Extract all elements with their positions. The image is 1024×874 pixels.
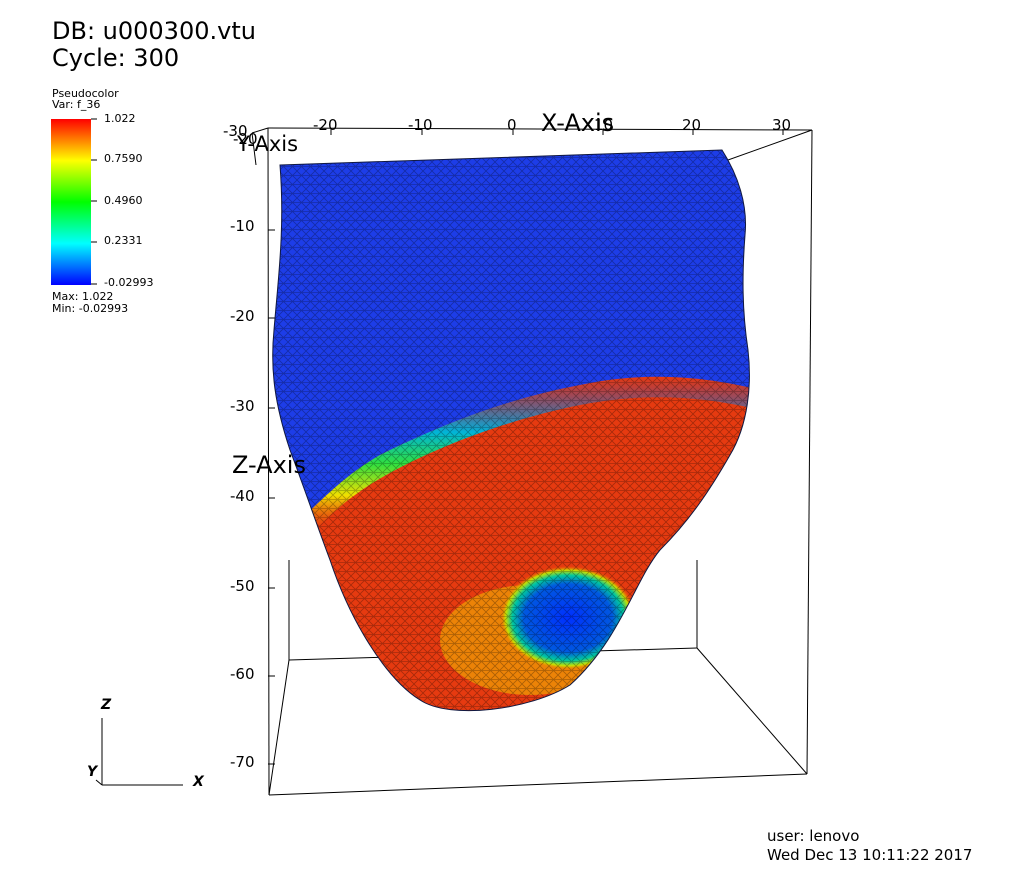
triad-x-label: X [193, 774, 204, 790]
z-tick-label: -10 [230, 217, 255, 235]
x-tick-label: 30 [772, 116, 792, 134]
legend-tick-label: -0.02993 [104, 276, 154, 289]
triad-z-label: Z [101, 697, 112, 713]
axis-triad [95, 718, 183, 786]
x-tick-label: -30 [223, 122, 248, 140]
z-tick-label: -40 [230, 487, 255, 505]
x-tick-label: 10 [594, 116, 614, 134]
x-tick-label: -10 [408, 116, 433, 134]
legend-variable: Var: f_36 [52, 98, 101, 111]
legend-min: Min: -0.02993 [52, 302, 129, 315]
legend-ticks [91, 118, 97, 285]
x-tick-label: 20 [682, 116, 702, 134]
tick-marks [268, 129, 784, 765]
y-axis-title: Y-Axis [237, 132, 299, 156]
z-tick-label: -30 [230, 397, 255, 415]
z-tick-label: -60 [230, 665, 255, 683]
legend-tick-label: 1.022 [104, 112, 136, 125]
cycle-label: Cycle: 300 [52, 44, 180, 72]
legend-tick-label: 0.7590 [104, 152, 143, 165]
triad-y-label: Y [87, 764, 98, 780]
x-tick-label: -20 [313, 116, 338, 134]
z-tick-label: -20 [230, 307, 255, 325]
bounding-box [251, 127, 813, 796]
legend-tick-label: 0.2331 [104, 234, 143, 247]
user-label: user: lenovo [767, 827, 860, 845]
x-tick-label: 0 [507, 116, 517, 134]
z-axis-title: Z-Axis [232, 451, 306, 479]
timestamp-label: Wed Dec 13 10:11:22 2017 [767, 846, 973, 864]
z-tick-label: -70 [230, 753, 255, 771]
legend-color-bar [51, 119, 91, 285]
x-axis-title: X-Axis [541, 109, 615, 137]
surface-outline [272, 149, 750, 712]
z-tick-label: -50 [230, 577, 255, 595]
legend-tick-label: 0.4960 [104, 194, 143, 207]
y-tick-label: -20 [233, 130, 258, 148]
legend-plot-type: Pseudocolor [52, 87, 119, 100]
pseudocolor-surface[interactable] [260, 140, 760, 730]
database-label: DB: u000300.vtu [52, 17, 256, 45]
legend-max: Max: 1.022 [52, 290, 114, 303]
